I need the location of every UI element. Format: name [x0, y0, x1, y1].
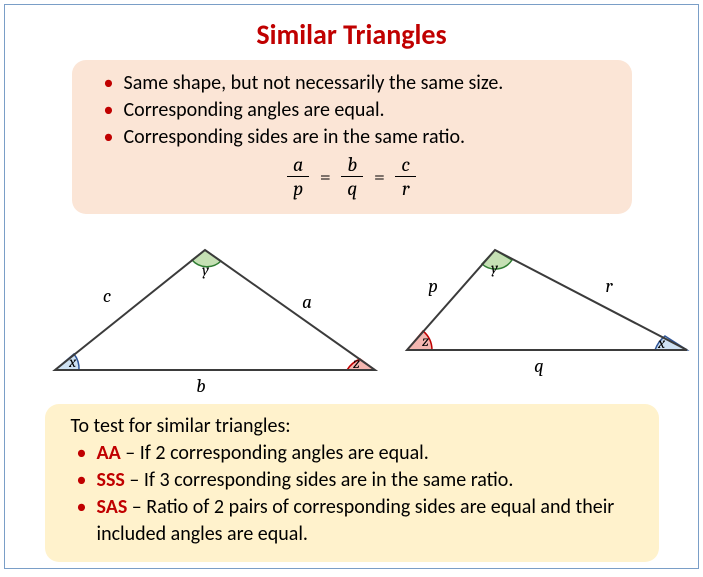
test-aa: AA – If 2 corresponding angles are equal…: [71, 440, 633, 467]
svg-text:z: z: [422, 332, 429, 350]
definition-list: Same shape, but not necessarily the same…: [98, 70, 606, 151]
tests-box: To test for similar triangles: AA – If 2…: [45, 404, 659, 562]
svg-text:a: a: [302, 291, 312, 313]
ratio-formula: ap = bq = cr: [98, 153, 606, 200]
test-sss: SSS – If 3 corresponding sides are in th…: [71, 467, 633, 494]
triangle-diagrams: xyzabczyxpqr: [25, 220, 678, 400]
svg-text:y: y: [491, 259, 498, 277]
tests-list: AA – If 2 corresponding angles are equal…: [71, 440, 633, 548]
svg-text:c: c: [103, 285, 111, 307]
svg-text:y: y: [202, 261, 209, 279]
svg-text:b: b: [196, 375, 205, 397]
infographic-container: Similar Triangles Same shape, but not ne…: [4, 4, 699, 569]
triangles-svg: xyzabczyxpqr: [25, 220, 703, 400]
def-item-2: Corresponding angles are equal.: [98, 97, 606, 124]
svg-text:q: q: [534, 355, 544, 377]
svg-text:r: r: [605, 275, 613, 297]
tests-heading: To test for similar triangles:: [71, 414, 633, 438]
test-sas: SAS – Ratio of 2 pairs of corresponding …: [71, 494, 633, 548]
def-item-1: Same shape, but not necessarily the same…: [98, 70, 606, 97]
definition-box: Same shape, but not necessarily the same…: [72, 60, 632, 214]
svg-text:p: p: [428, 275, 438, 297]
page-title: Similar Triangles: [25, 17, 678, 52]
def-item-3: Corresponding sides are in the same rati…: [98, 124, 606, 151]
